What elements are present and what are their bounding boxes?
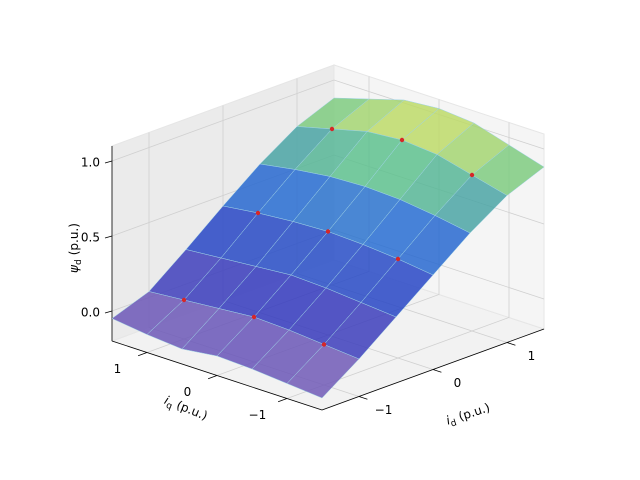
tick-mark bbox=[104, 235, 113, 239]
tick-mark bbox=[506, 342, 516, 346]
unit: (p.u.) bbox=[457, 400, 492, 423]
measured-point bbox=[329, 126, 335, 132]
y-tick-label: 0 bbox=[184, 385, 192, 399]
measured-point bbox=[325, 229, 331, 234]
measured-point bbox=[181, 297, 187, 303]
symbol: i bbox=[163, 393, 172, 407]
symbol: i bbox=[444, 413, 452, 428]
measured-point bbox=[251, 314, 257, 320]
y-tick-label: 1 bbox=[114, 362, 122, 376]
z-tick-label: 1.0 bbox=[81, 156, 100, 170]
tick-mark bbox=[358, 396, 368, 400]
tick-mark bbox=[277, 398, 288, 403]
x-tick-label: −1 bbox=[375, 403, 393, 417]
x-axis-line bbox=[321, 328, 545, 411]
unit: (p.u.) bbox=[67, 223, 81, 255]
x-tick-label: 0 bbox=[454, 376, 462, 390]
measured-point bbox=[255, 210, 261, 216]
x-tick-label: 1 bbox=[528, 349, 536, 363]
measured-point bbox=[321, 342, 327, 347]
z-tick-label: 0.5 bbox=[81, 231, 100, 245]
z-tick-label: 0.0 bbox=[81, 306, 100, 320]
measured-point bbox=[469, 172, 475, 178]
tick-mark bbox=[432, 369, 442, 373]
tick-mark bbox=[137, 352, 148, 357]
measured-point bbox=[395, 256, 401, 262]
xlabel-title: id(p.u.) bbox=[444, 400, 492, 430]
y-tick-label: −1 bbox=[249, 408, 267, 422]
zlabel-title: ψd (p.u.) bbox=[67, 223, 84, 273]
tick-mark bbox=[104, 310, 113, 314]
y-axis-line bbox=[111, 340, 323, 411]
subscript: d bbox=[74, 259, 84, 265]
subscript: q bbox=[165, 400, 174, 411]
symbol: ψ bbox=[67, 264, 81, 273]
unit: (p.u.) bbox=[175, 397, 210, 422]
subscript: d bbox=[449, 418, 458, 429]
tick-mark bbox=[207, 375, 218, 380]
measured-point bbox=[399, 137, 405, 143]
tick-mark bbox=[104, 160, 113, 164]
